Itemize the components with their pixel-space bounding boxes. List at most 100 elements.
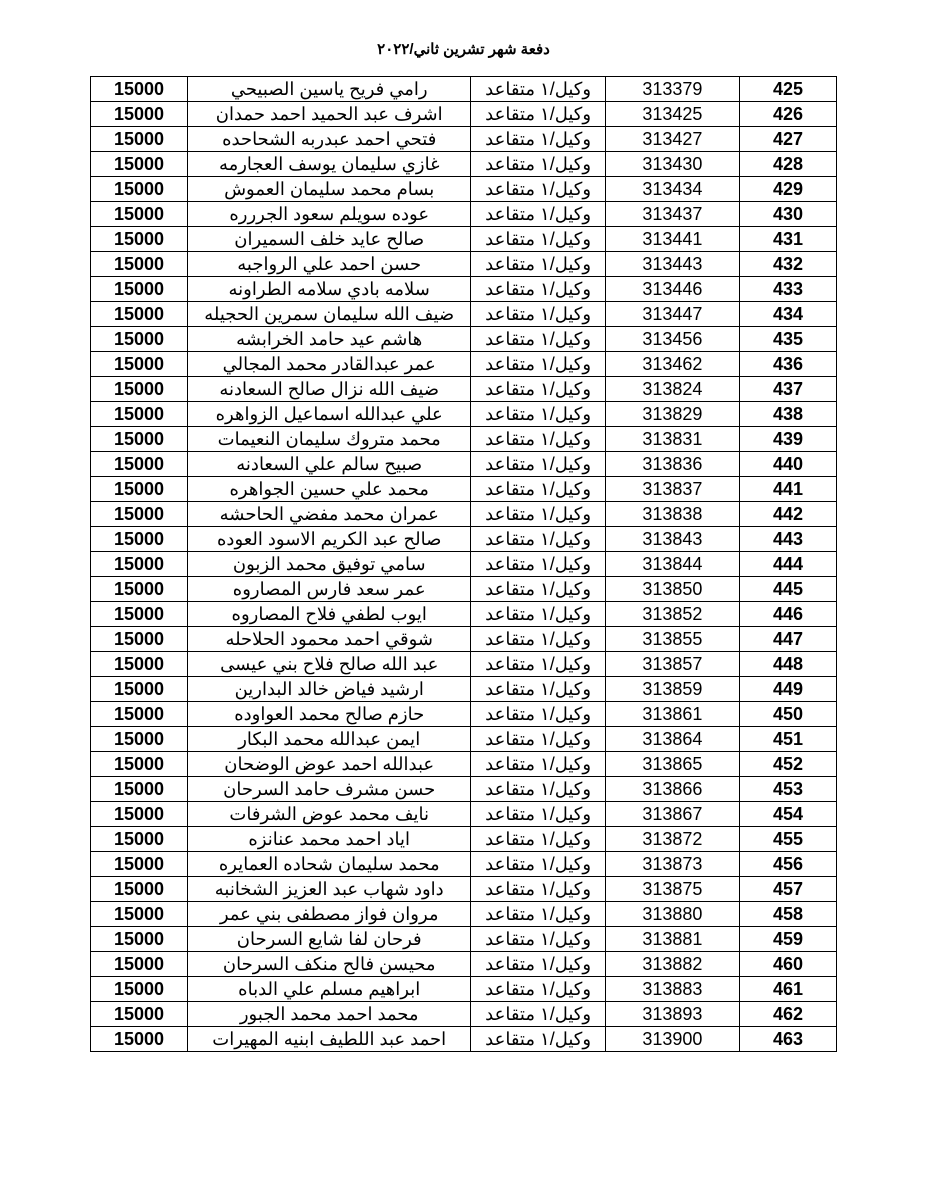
- cell-id: 313850: [605, 577, 739, 602]
- table-row: 15000فرحان لفا شايع السرحانوكيل/١ متقاعد…: [91, 927, 837, 952]
- cell-name: مروان فواز مصطفى بني عمر: [187, 902, 470, 927]
- cell-seq: 444: [739, 552, 836, 577]
- cell-name: شوقي احمد محمود الحلاحله: [187, 627, 470, 652]
- cell-amount: 15000: [91, 702, 188, 727]
- table-row: 15000بسام محمد سليمان العموشوكيل/١ متقاع…: [91, 177, 837, 202]
- cell-name: ضيف الله سليمان سمرين الحجيله: [187, 302, 470, 327]
- cell-id: 313872: [605, 827, 739, 852]
- cell-name: ارشيد فياض خالد البدارين: [187, 677, 470, 702]
- cell-rank: وكيل/١ متقاعد: [471, 552, 605, 577]
- cell-rank: وكيل/١ متقاعد: [471, 677, 605, 702]
- table-row: 15000محمد متروك سليمان النعيماتوكيل/١ مت…: [91, 427, 837, 452]
- cell-seq: 447: [739, 627, 836, 652]
- cell-seq: 463: [739, 1027, 836, 1052]
- cell-seq: 437: [739, 377, 836, 402]
- table-row: 15000ضيف الله سليمان سمرين الحجيلهوكيل/١…: [91, 302, 837, 327]
- cell-seq: 440: [739, 452, 836, 477]
- cell-rank: وكيل/١ متقاعد: [471, 1002, 605, 1027]
- cell-name: ابراهيم مسلم علي الدباه: [187, 977, 470, 1002]
- cell-id: 313865: [605, 752, 739, 777]
- table-row: 15000صالح عبد الكريم الاسود العودهوكيل/١…: [91, 527, 837, 552]
- cell-seq: 446: [739, 602, 836, 627]
- cell-amount: 15000: [91, 927, 188, 952]
- cell-id: 313831: [605, 427, 739, 452]
- cell-seq: 453: [739, 777, 836, 802]
- table-row: 15000حسن احمد علي الرواجبهوكيل/١ متقاعد3…: [91, 252, 837, 277]
- cell-id: 313447: [605, 302, 739, 327]
- cell-id: 313893: [605, 1002, 739, 1027]
- cell-name: صبيح سالم علي السعادنه: [187, 452, 470, 477]
- cell-id: 313852: [605, 602, 739, 627]
- cell-id: 313855: [605, 627, 739, 652]
- cell-id: 313875: [605, 877, 739, 902]
- cell-rank: وكيل/١ متقاعد: [471, 577, 605, 602]
- cell-name: محمد احمد محمد الجبور: [187, 1002, 470, 1027]
- cell-id: 313430: [605, 152, 739, 177]
- cell-rank: وكيل/١ متقاعد: [471, 977, 605, 1002]
- page-title: دفعة شهر تشرين ثاني/٢٠٢٢: [90, 40, 837, 58]
- cell-name: عبد الله صالح فلاح بني عيسى: [187, 652, 470, 677]
- cell-name: داود شهاب عبد العزيز الشخانبه: [187, 877, 470, 902]
- cell-amount: 15000: [91, 727, 188, 752]
- cell-name: سلامه بادي سلامه الطراونه: [187, 277, 470, 302]
- table-row: 15000حازم صالح محمد العواودهوكيل/١ متقاع…: [91, 702, 837, 727]
- cell-id: 313427: [605, 127, 739, 152]
- cell-amount: 15000: [91, 127, 188, 152]
- cell-amount: 15000: [91, 352, 188, 377]
- cell-rank: وكيل/١ متقاعد: [471, 952, 605, 977]
- table-row: 15000عبدالله احمد عوض الوضحانوكيل/١ متقا…: [91, 752, 837, 777]
- cell-seq: 461: [739, 977, 836, 1002]
- cell-amount: 15000: [91, 327, 188, 352]
- cell-name: بسام محمد سليمان العموش: [187, 177, 470, 202]
- cell-name: رامي فريح ياسين الصبيحي: [187, 77, 470, 102]
- cell-name: اياد احمد محمد عنانزه: [187, 827, 470, 852]
- cell-seq: 432: [739, 252, 836, 277]
- table-row: 15000عوده سويلم سعود الجرررهوكيل/١ متقاع…: [91, 202, 837, 227]
- cell-id: 313434: [605, 177, 739, 202]
- cell-name: ايوب لطفي فلاح المصاروه: [187, 602, 470, 627]
- cell-seq: 457: [739, 877, 836, 902]
- cell-amount: 15000: [91, 677, 188, 702]
- table-row: 15000ارشيد فياض خالد البدارينوكيل/١ متقا…: [91, 677, 837, 702]
- cell-amount: 15000: [91, 902, 188, 927]
- cell-rank: وكيل/١ متقاعد: [471, 402, 605, 427]
- cell-amount: 15000: [91, 277, 188, 302]
- table-row: 15000رامي فريح ياسين الصبيحيوكيل/١ متقاع…: [91, 77, 837, 102]
- cell-seq: 451: [739, 727, 836, 752]
- table-row: 15000سامي توفيق محمد الزبونوكيل/١ متقاعد…: [91, 552, 837, 577]
- table-row: 15000حسن مشرف حامد السرحانوكيل/١ متقاعد3…: [91, 777, 837, 802]
- table-row: 15000اشرف عبد الحميد احمد حمدانوكيل/١ مت…: [91, 102, 837, 127]
- cell-seq: 459: [739, 927, 836, 952]
- cell-amount: 15000: [91, 652, 188, 677]
- cell-amount: 15000: [91, 752, 188, 777]
- table-row: 15000سلامه بادي سلامه الطراونهوكيل/١ متق…: [91, 277, 837, 302]
- cell-amount: 15000: [91, 827, 188, 852]
- cell-seq: 443: [739, 527, 836, 552]
- cell-amount: 15000: [91, 502, 188, 527]
- cell-rank: وكيل/١ متقاعد: [471, 252, 605, 277]
- cell-rank: وكيل/١ متقاعد: [471, 852, 605, 877]
- cell-id: 313456: [605, 327, 739, 352]
- cell-id: 313829: [605, 402, 739, 427]
- cell-rank: وكيل/١ متقاعد: [471, 127, 605, 152]
- cell-id: 313900: [605, 1027, 739, 1052]
- cell-seq: 449: [739, 677, 836, 702]
- cell-name: هاشم عيد حامد الخرابشه: [187, 327, 470, 352]
- cell-rank: وكيل/١ متقاعد: [471, 452, 605, 477]
- cell-seq: 436: [739, 352, 836, 377]
- cell-id: 313443: [605, 252, 739, 277]
- cell-name: ايمن عبدالله محمد البكار: [187, 727, 470, 752]
- cell-name: عمر سعد فارس المصاروه: [187, 577, 470, 602]
- cell-amount: 15000: [91, 477, 188, 502]
- cell-rank: وكيل/١ متقاعد: [471, 352, 605, 377]
- cell-amount: 15000: [91, 102, 188, 127]
- cell-amount: 15000: [91, 877, 188, 902]
- cell-amount: 15000: [91, 177, 188, 202]
- cell-rank: وكيل/١ متقاعد: [471, 302, 605, 327]
- table-row: 15000اياد احمد محمد عنانزهوكيل/١ متقاعد3…: [91, 827, 837, 852]
- cell-seq: 445: [739, 577, 836, 602]
- cell-seq: 425: [739, 77, 836, 102]
- cell-id: 313883: [605, 977, 739, 1002]
- cell-seq: 438: [739, 402, 836, 427]
- cell-name: حسن مشرف حامد السرحان: [187, 777, 470, 802]
